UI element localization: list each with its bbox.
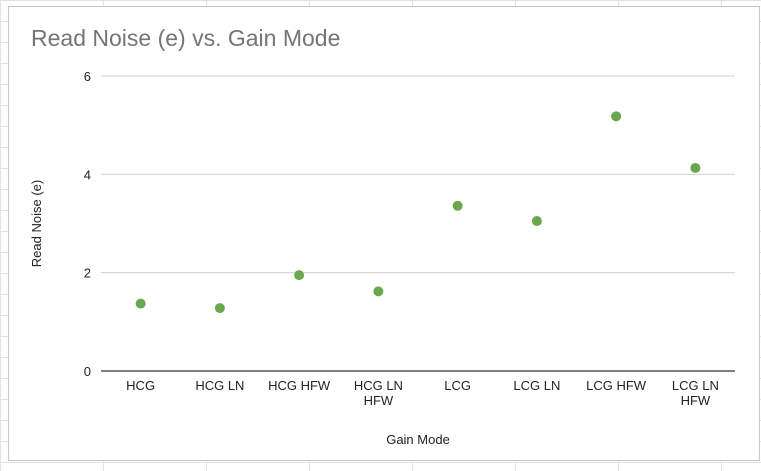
x-tick-label: HFW xyxy=(681,393,711,408)
y-tick-label: 2 xyxy=(84,266,91,281)
chart-title: Read Noise (e) vs. Gain Mode xyxy=(31,25,341,51)
y-tick-label: 4 xyxy=(84,167,91,182)
data-point xyxy=(531,216,542,227)
data-point xyxy=(135,298,146,309)
x-tick-label: HFW xyxy=(364,393,394,408)
y-tick-label: 0 xyxy=(84,364,91,379)
data-point xyxy=(373,286,384,297)
data-point xyxy=(611,111,622,122)
x-tick-label: HCG LN xyxy=(195,378,244,393)
x-tick-label: LCG LN xyxy=(513,378,560,393)
data-point xyxy=(294,270,305,281)
x-tick-label: HCG HFW xyxy=(268,378,331,393)
x-tick-label: HCG xyxy=(126,378,155,393)
x-tick-label: LCG xyxy=(444,378,471,393)
data-point xyxy=(214,303,225,314)
data-point xyxy=(690,162,701,173)
chart-container[interactable]: Read Noise (e) vs. Gain Mode 0 2 4 6 HCG HCG … xyxy=(8,6,760,461)
x-tick-label: LCG LN xyxy=(672,378,719,393)
data-point xyxy=(452,200,463,211)
x-axis-title: Gain Mode xyxy=(386,432,450,447)
y-tick-label: 6 xyxy=(84,69,91,84)
x-tick-label: LCG HFW xyxy=(586,378,647,393)
x-tick-label: HCG LN xyxy=(354,378,403,393)
y-axis-title: Read Noise (e) xyxy=(29,180,44,267)
